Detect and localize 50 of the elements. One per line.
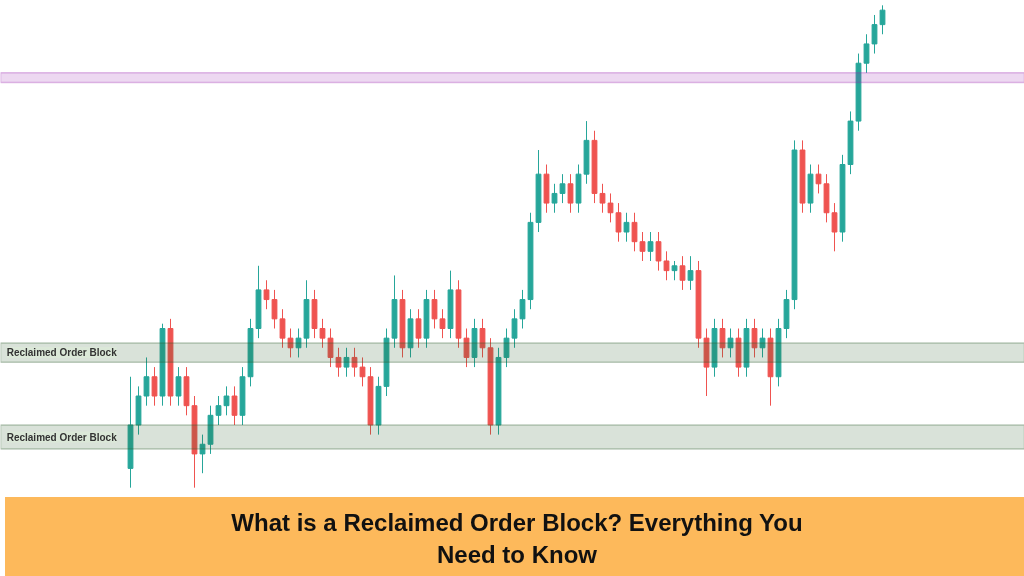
candlestick (431, 289, 438, 329)
candlestick (199, 434, 206, 474)
candlestick (223, 385, 230, 416)
candlestick (831, 202, 838, 252)
candlestick (335, 347, 342, 378)
candlestick (359, 356, 366, 387)
candlestick (719, 318, 726, 358)
candlestick (631, 212, 638, 252)
candlestick (295, 328, 302, 358)
candlestick (327, 328, 334, 368)
candlestick (511, 308, 518, 349)
candlestick (863, 33, 870, 74)
candlestick (639, 231, 646, 262)
candlestick (679, 255, 686, 291)
text: What is a Reclaimed Order Block? Everything You Need to Know (231, 507, 803, 570)
candlestick (479, 318, 486, 358)
candlestick (647, 231, 654, 262)
candlestick (759, 328, 766, 358)
candlestick (175, 366, 182, 407)
candlestick (671, 260, 678, 281)
candlestick (439, 308, 446, 339)
candlestick (607, 192, 614, 223)
candlestick (351, 347, 358, 378)
candlestick (503, 328, 510, 368)
candlestick (727, 328, 734, 358)
candlestick (343, 347, 350, 378)
band-label: Reclaimed Order Block (6, 431, 118, 443)
candlestick (215, 395, 222, 426)
candlestick (143, 356, 150, 407)
candlestick (231, 385, 238, 426)
candlestick (655, 231, 662, 272)
candlestick (463, 328, 470, 368)
candlestick (287, 328, 294, 358)
candlestick (559, 173, 566, 204)
candlestick (879, 4, 886, 35)
candlestick (615, 202, 622, 243)
candlestick (519, 289, 526, 329)
candlestick (567, 173, 574, 214)
candlestick (663, 250, 670, 281)
candlestick (871, 14, 878, 55)
candlestick (551, 183, 558, 214)
candlestick (151, 366, 158, 407)
band-label: Reclaimed Order Block (6, 347, 118, 359)
candlestick (687, 255, 694, 291)
candlestick (751, 318, 758, 358)
candlestick (599, 183, 606, 214)
candlestick (623, 212, 630, 243)
candlestick (279, 308, 286, 349)
candlestick (815, 164, 822, 194)
candlestick (415, 308, 422, 349)
